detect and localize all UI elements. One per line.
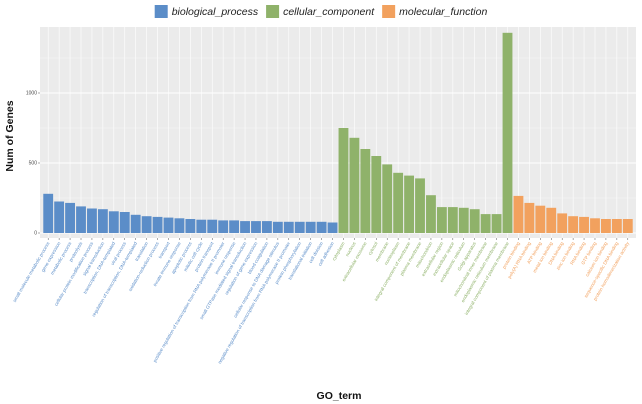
legend-label-biological_process: biological_process bbox=[172, 6, 259, 18]
bar bbox=[458, 207, 469, 233]
bar bbox=[152, 216, 163, 233]
bar bbox=[327, 222, 338, 233]
bar bbox=[436, 207, 447, 233]
bar bbox=[65, 202, 75, 233]
bar bbox=[272, 221, 283, 233]
legend: biological_process cellular_component mole… bbox=[154, 5, 487, 18]
bar bbox=[349, 137, 360, 233]
y-axis-title: Num of Genes bbox=[4, 100, 16, 171]
bar bbox=[54, 201, 65, 233]
bar bbox=[546, 207, 557, 233]
bar bbox=[174, 218, 185, 233]
bar bbox=[360, 149, 371, 233]
legend-key-biological_process bbox=[154, 5, 168, 18]
bars bbox=[43, 32, 633, 233]
y-tick-label: 500 bbox=[29, 161, 38, 167]
y-tick-label: 0 bbox=[34, 231, 37, 237]
bar bbox=[393, 172, 404, 233]
bar bbox=[43, 193, 54, 233]
bar bbox=[535, 205, 546, 233]
bar bbox=[502, 32, 513, 233]
bar bbox=[294, 221, 305, 233]
bar bbox=[611, 219, 622, 233]
bar bbox=[590, 218, 600, 233]
legend-key-cellular_component bbox=[266, 5, 280, 18]
legend-label-molecular_function: molecular_function bbox=[399, 6, 487, 18]
bar bbox=[196, 219, 207, 233]
bar bbox=[229, 220, 240, 233]
plot-panel bbox=[40, 27, 636, 238]
bar bbox=[108, 211, 119, 233]
bar bbox=[87, 208, 97, 233]
bar bbox=[426, 195, 436, 233]
bar bbox=[119, 212, 130, 233]
x-tick-label: cytosol bbox=[367, 241, 378, 256]
bar bbox=[469, 209, 480, 233]
bar bbox=[338, 128, 349, 233]
bar bbox=[305, 221, 316, 233]
bar bbox=[622, 219, 633, 233]
bar bbox=[579, 216, 589, 233]
bar bbox=[141, 216, 152, 233]
y-axis: 0 500 1000 bbox=[26, 91, 40, 237]
bar bbox=[251, 221, 261, 233]
bar bbox=[491, 214, 502, 233]
bar bbox=[163, 217, 174, 233]
bar bbox=[513, 195, 524, 233]
bar bbox=[524, 202, 535, 233]
bar bbox=[568, 216, 579, 233]
bar bbox=[557, 213, 568, 233]
bar bbox=[185, 219, 196, 233]
bar bbox=[415, 178, 425, 233]
bar bbox=[316, 221, 327, 233]
bar bbox=[130, 214, 141, 233]
bar bbox=[76, 206, 86, 233]
bar bbox=[240, 221, 250, 233]
bar bbox=[404, 175, 415, 233]
bar bbox=[207, 219, 218, 233]
bar bbox=[601, 219, 611, 233]
y-tick-label: 1000 bbox=[26, 91, 37, 97]
legend-label-cellular_component: cellular_component bbox=[283, 6, 375, 18]
bar bbox=[447, 207, 458, 233]
bar bbox=[382, 164, 393, 233]
bar bbox=[218, 220, 229, 233]
legend-key-molecular_function bbox=[382, 5, 396, 18]
x-axis-title: GO_term bbox=[317, 390, 362, 402]
bar bbox=[480, 214, 491, 233]
bar bbox=[371, 156, 382, 233]
bar bbox=[283, 221, 294, 233]
bar bbox=[97, 209, 108, 233]
bar bbox=[261, 221, 272, 233]
